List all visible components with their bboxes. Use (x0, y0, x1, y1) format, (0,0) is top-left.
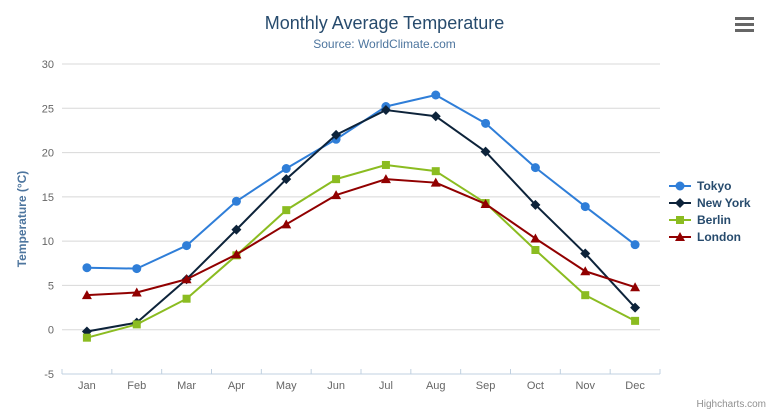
chart-title: Monthly Average Temperature (264, 13, 505, 33)
legend-item-label: London (697, 229, 741, 244)
data-point-marker[interactable] (675, 231, 685, 241)
data-point-marker[interactable] (231, 196, 241, 206)
data-point-marker[interactable] (430, 177, 441, 187)
data-point-marker[interactable] (675, 181, 685, 190)
data-point-marker[interactable] (531, 246, 540, 254)
series-tokyo[interactable] (82, 90, 640, 274)
legend-item-tokyo[interactable]: Tokyo (668, 177, 751, 194)
data-point-marker[interactable] (675, 197, 685, 208)
highcharts-credit-link[interactable]: Highcharts.com (696, 399, 766, 410)
x-axis-tick-label: Sep (476, 380, 496, 392)
x-axis-tick-label: Oct (527, 380, 544, 392)
data-point-marker[interactable] (630, 302, 641, 313)
triangle-marker-icon (669, 231, 691, 241)
data-point-marker[interactable] (331, 190, 342, 200)
square-marker-icon (669, 215, 691, 224)
y-axis-title: Temperature (°C) (15, 171, 29, 268)
data-point-marker[interactable] (380, 105, 391, 116)
y-axis-tick-label: 15 (42, 192, 54, 204)
data-point-marker[interactable] (580, 266, 591, 276)
y-axis-tick-label: 20 (42, 148, 54, 160)
hamburger-bar (734, 29, 754, 32)
hamburger-icon[interactable] (731, 16, 757, 38)
hamburger-bar (734, 17, 754, 20)
data-point-marker[interactable] (530, 199, 541, 210)
x-axis-tick-label: Apr (228, 380, 245, 392)
data-point-marker[interactable] (132, 320, 141, 329)
data-point-marker[interactable] (282, 206, 291, 215)
data-point-marker[interactable] (281, 174, 292, 185)
data-point-marker[interactable] (132, 264, 142, 274)
y-axis-tick-label: 25 (42, 103, 54, 115)
y-axis-tick-label: 30 (42, 59, 54, 71)
legend-item-label: Berlin (697, 212, 732, 227)
chart-subtitle: Source: WorldClimate.com (313, 37, 456, 51)
series-london[interactable] (81, 174, 641, 300)
data-point-marker[interactable] (231, 224, 242, 235)
diamond-marker-icon (669, 197, 691, 208)
data-point-marker[interactable] (630, 240, 640, 250)
x-axis-tick-label: Jul (379, 380, 393, 392)
data-point-marker[interactable] (631, 316, 640, 325)
y-axis-tick-label: 10 (42, 236, 54, 248)
series-tokyo-line[interactable] (85, 94, 637, 270)
data-point-marker[interactable] (332, 175, 341, 184)
y-axis-tick-label: 0 (48, 325, 54, 337)
x-axis-tick-label: Dec (625, 380, 645, 392)
x-axis-tick-label: Mar (177, 380, 196, 392)
data-point-marker[interactable] (676, 215, 684, 224)
series-berlin[interactable] (82, 160, 640, 342)
data-point-marker[interactable] (380, 174, 391, 184)
x-axis-tick-label: Aug (426, 380, 446, 392)
legend-item-london[interactable]: London (668, 228, 751, 245)
data-point-marker[interactable] (182, 241, 192, 251)
series-london-line[interactable] (85, 178, 637, 297)
x-axis-tick-label: May (276, 380, 297, 392)
chart-legend: Tokyo New York Berlin London (668, 177, 751, 245)
data-point-marker[interactable] (82, 263, 92, 273)
data-point-marker[interactable] (431, 90, 441, 100)
data-point-marker[interactable] (281, 164, 291, 174)
data-point-marker[interactable] (231, 249, 242, 259)
series-berlin-line[interactable] (85, 163, 637, 339)
y-axis-tick-label: -5 (44, 369, 54, 381)
series-new-york[interactable] (81, 105, 641, 337)
data-point-marker[interactable] (181, 274, 192, 284)
data-point-marker[interactable] (381, 160, 390, 169)
data-point-marker[interactable] (82, 333, 91, 342)
data-point-marker[interactable] (481, 118, 491, 128)
x-axis-tick-label: Nov (575, 380, 595, 392)
data-point-marker[interactable] (131, 287, 142, 297)
data-point-marker[interactable] (530, 233, 541, 243)
data-point-marker[interactable] (81, 290, 92, 300)
x-axis-tick-label: Feb (127, 380, 146, 392)
data-point-marker[interactable] (581, 291, 590, 300)
x-axis-tick-label: Jun (327, 380, 345, 392)
data-point-marker[interactable] (480, 146, 491, 157)
data-point-marker[interactable] (182, 294, 191, 303)
data-point-marker[interactable] (530, 163, 540, 173)
data-point-marker[interactable] (630, 282, 641, 292)
legend-item-berlin[interactable]: Berlin (668, 211, 751, 228)
data-point-marker[interactable] (430, 111, 441, 122)
x-axis-tick-label: Jan (78, 380, 96, 392)
data-point-marker[interactable] (580, 202, 590, 212)
y-axis-tick-label: 5 (48, 280, 54, 292)
data-point-marker[interactable] (580, 248, 591, 259)
series-new-york-line[interactable] (85, 109, 637, 333)
legend-item-label: New York (697, 195, 751, 210)
circle-marker-icon (669, 181, 691, 190)
legend-item-new-york[interactable]: New York (668, 194, 751, 211)
hamburger-bar (734, 23, 754, 26)
data-point-marker[interactable] (480, 198, 491, 208)
data-point-marker[interactable] (281, 219, 292, 229)
legend-item-label: Tokyo (697, 178, 732, 193)
data-point-marker[interactable] (331, 129, 342, 140)
data-point-marker[interactable] (431, 167, 440, 176)
